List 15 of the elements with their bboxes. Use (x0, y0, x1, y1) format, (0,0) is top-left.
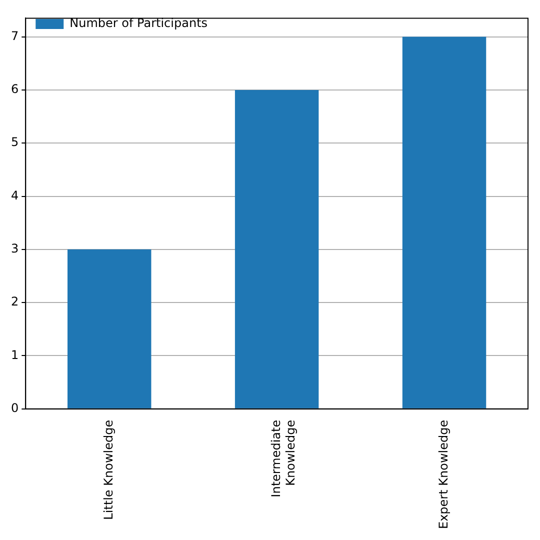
y-tick-label: 4 (10, 188, 19, 202)
y-tick-label: 5 (10, 135, 19, 150)
bar (68, 249, 152, 408)
y-tick-label: 0 (10, 401, 19, 416)
x-tick-label: Expert Knowledge (436, 420, 450, 530)
y-tick-label: 2 (10, 294, 19, 309)
y-tick-label: 1 (10, 348, 19, 362)
bar (402, 36, 486, 408)
y-tick-label: 7 (10, 28, 19, 43)
y-tick-label: 3 (10, 242, 19, 256)
bar (234, 90, 319, 408)
y-tick-label: 6 (10, 82, 19, 96)
x-tick-label: Intermediate Knowledge (268, 420, 298, 498)
x-tick-label: Little Knowledge (101, 420, 116, 520)
legend-label: Number of Participants (70, 16, 208, 30)
